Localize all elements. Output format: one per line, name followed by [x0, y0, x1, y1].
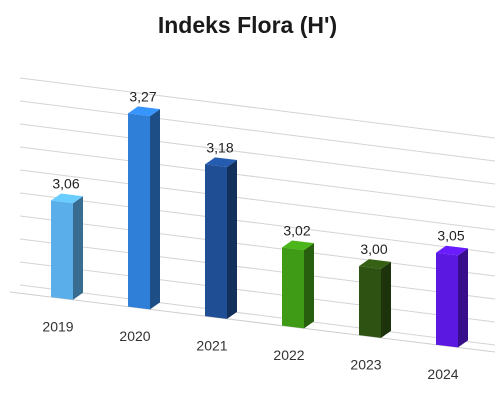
bar — [128, 106, 160, 310]
bar-side — [150, 109, 160, 310]
x-tick-label: 2024 — [427, 366, 458, 382]
gridline — [19, 100, 495, 162]
gridline — [19, 146, 495, 208]
bar — [282, 240, 314, 329]
gridline — [19, 169, 495, 231]
bar — [51, 193, 83, 300]
chart-title: Indeks Flora (H') — [157, 12, 338, 38]
gridline — [19, 284, 495, 346]
bar-side — [458, 248, 468, 348]
bar-top — [51, 193, 83, 204]
bar — [359, 259, 391, 338]
data-label: 3,00 — [360, 241, 387, 257]
gridline — [19, 77, 495, 139]
bar-side — [304, 243, 314, 329]
gridline — [19, 215, 495, 277]
x-tick-label: 2020 — [119, 328, 150, 344]
floor-line — [9, 291, 495, 353]
x-tick-label: 2022 — [273, 347, 304, 363]
x-tick-label: 2021 — [196, 337, 227, 353]
x-tick-label: 2023 — [350, 357, 381, 373]
bar-side — [73, 196, 83, 300]
bar — [436, 245, 468, 348]
bar-front — [282, 247, 304, 329]
data-label: 3,06 — [52, 175, 79, 191]
labels: 3,06 2019 3,27 2020 3,18 2021 3,02 2022 3,00 2023… — [42, 88, 464, 382]
bar-front — [205, 164, 227, 319]
data-label: 3,18 — [206, 139, 233, 155]
gridline — [19, 192, 495, 254]
bar-front — [359, 266, 381, 338]
gridlines — [9, 77, 495, 353]
bar-front — [436, 252, 458, 348]
bar-top — [359, 259, 391, 269]
data-label: 3,02 — [283, 222, 310, 238]
data-label: 3,27 — [129, 88, 156, 104]
bar-top — [282, 240, 314, 251]
bar-front — [128, 113, 150, 310]
bar-side — [381, 261, 391, 338]
bar-top — [205, 157, 237, 168]
bar-top — [128, 106, 160, 117]
x-tick-label: 2019 — [42, 318, 73, 334]
bar — [205, 157, 237, 319]
gridline — [19, 238, 495, 300]
bar-side — [227, 160, 237, 319]
bar-top — [436, 245, 468, 256]
bars — [51, 106, 468, 348]
gridline — [19, 261, 495, 323]
data-label: 3,05 — [437, 228, 464, 244]
gridline — [19, 123, 495, 185]
bar-front — [51, 200, 73, 300]
